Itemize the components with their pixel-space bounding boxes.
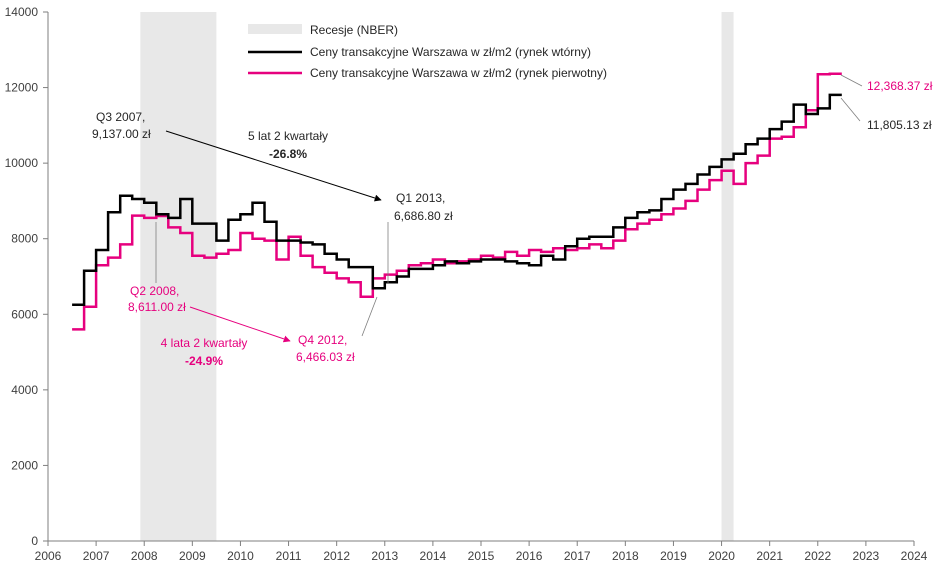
y-tick-label: 4000 <box>11 383 38 397</box>
annotation-q3-2007-line2: 9,137.00 zł <box>92 127 151 141</box>
annotation-q1-2013-line1: Q1 2013, <box>396 191 445 205</box>
axes: 2006 2007 2008 2009 2010 2011 2012 2013 2014 2015… <box>5 5 928 563</box>
legend: Recesje (NBER) Ceny transakcyjne Warszaw… <box>242 19 648 85</box>
x-tick-label: 2015 <box>468 549 495 563</box>
x-tick-label: 2016 <box>516 549 543 563</box>
legend-label-secondary: Ceny transakcyjne Warszawa w zł/m2 (ryne… <box>310 45 591 59</box>
leader-endpoint-secondary <box>840 97 861 122</box>
arrow-black-span <box>165 130 382 202</box>
x-tick-label: 2023 <box>853 549 880 563</box>
y-tick-label: 8000 <box>11 232 38 246</box>
x-tick-label: 2020 <box>708 549 735 563</box>
x-tick-label: 2014 <box>420 549 447 563</box>
x-tick-label: 2007 <box>83 549 110 563</box>
annotation-black-span-line1: 5 lat 2 kwartały <box>248 129 328 143</box>
legend-swatch-recession <box>248 24 302 34</box>
x-tick-label: 2017 <box>564 549 591 563</box>
x-tick-label: 2024 <box>901 549 928 563</box>
series-lines <box>72 72 842 331</box>
annotation-q2-2008-line2: 8,611.00 zł <box>128 300 186 314</box>
x-tick-label: 2006 <box>35 549 62 563</box>
legend-box <box>242 19 648 85</box>
x-tick-label: 2019 <box>660 549 687 563</box>
annotation-q1-2013-line2: 6,686.80 zł <box>394 209 453 223</box>
legend-label-recession: Recesje (NBER) <box>310 23 398 37</box>
x-tick-label: 2018 <box>612 549 639 563</box>
arrow-pink-span <box>189 306 291 343</box>
x-tick-label: 2010 <box>227 549 254 563</box>
x-tick-label: 2011 <box>276 549 302 563</box>
x-tick-label: 2008 <box>131 549 158 563</box>
x-tick-label: 2022 <box>804 549 831 563</box>
recession-bands <box>140 12 734 541</box>
y-tick-label: 10000 <box>5 156 39 170</box>
series-line-secondary-market <box>72 93 842 307</box>
x-tick-label: 2012 <box>323 549 350 563</box>
x-tick-label: 2021 <box>756 549 783 563</box>
y-tick-label: 6000 <box>11 307 38 321</box>
x-tick-label: 2013 <box>371 549 398 563</box>
recession-band <box>721 12 734 541</box>
annotation-q3-2007-line1: Q3 2007, <box>96 110 145 124</box>
annotation-pink-span-line2: -24.9% <box>185 354 223 368</box>
annotations: Q3 2007, 9,137.00 zł 5 lat 2 kwartały -2… <box>92 74 933 368</box>
annotation-black-span-line2: -26.8% <box>269 147 307 161</box>
annotation-q4-2012-line2: 6,466.03 zł <box>296 350 355 364</box>
legend-label-primary: Ceny transakcyjne Warszawa w zł/m2 (ryne… <box>310 66 607 80</box>
annotation-pink-span-line1: 4 lata 2 kwartały <box>161 336 248 350</box>
leader-endpoint-primary <box>840 74 863 87</box>
annotation-q4-2012-line1: Q4 2012, <box>298 333 347 347</box>
y-tick-label: 14000 <box>5 5 39 19</box>
x-tick-label: 2009 <box>179 549 206 563</box>
recession-band <box>140 12 217 541</box>
y-tick-label: 2000 <box>11 458 38 472</box>
endpoint-label-secondary: 11,805.13 zł <box>867 118 932 132</box>
annotation-q2-2008-line1: Q2 2008, <box>130 284 179 298</box>
y-tick-label: 0 <box>31 534 38 548</box>
y-tick-label: 12000 <box>5 81 39 95</box>
leader-q4-2012 <box>361 296 378 337</box>
endpoint-label-primary: 12,368.37 zł <box>867 79 933 93</box>
